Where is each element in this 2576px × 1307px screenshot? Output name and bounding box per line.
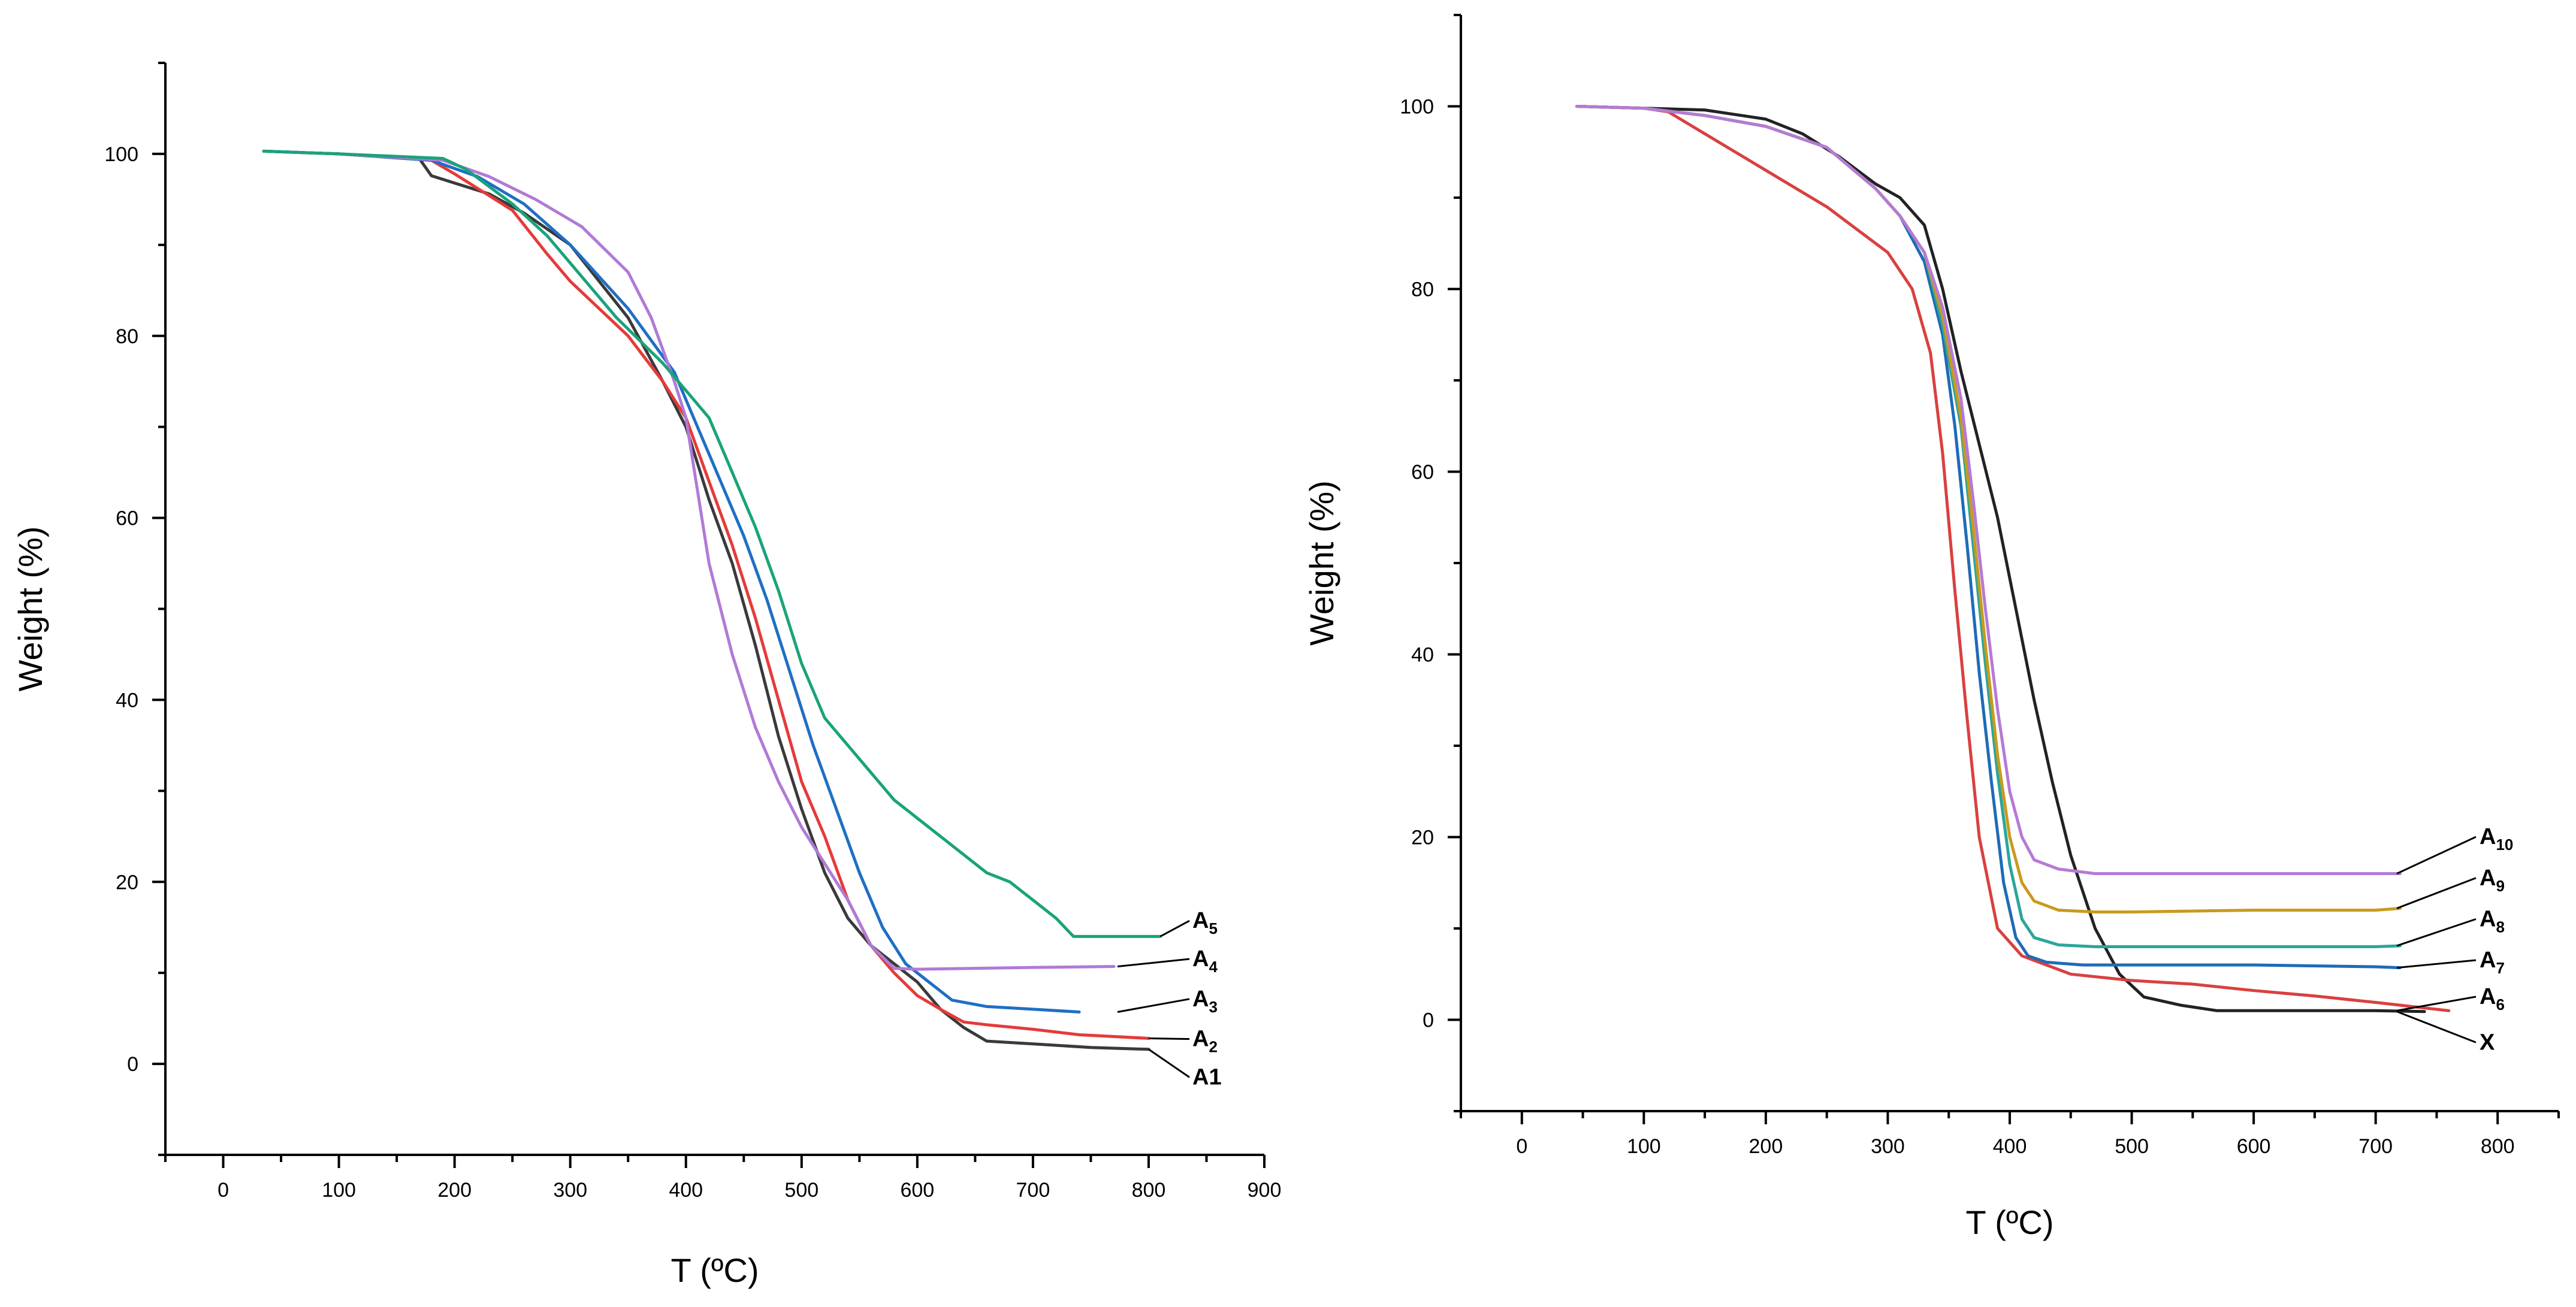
y-tick-label: 40 bbox=[1411, 644, 1434, 667]
series-label-a10: A10 bbox=[2480, 824, 2513, 854]
series-line-a5 bbox=[262, 149, 1162, 938]
y-tick-label: 100 bbox=[1400, 96, 1434, 119]
x-tick-label: 400 bbox=[1993, 1135, 2027, 1158]
series-label-subscript: 4 bbox=[1209, 958, 1218, 976]
series-line-a10 bbox=[1575, 105, 2402, 875]
y-tick-label: 60 bbox=[116, 507, 138, 530]
y-tick-label: 0 bbox=[127, 1053, 138, 1076]
series-label-subscript: 5 bbox=[1209, 919, 1217, 937]
y-tick-label: 20 bbox=[116, 871, 138, 894]
x-tick-label: 700 bbox=[2358, 1135, 2393, 1158]
series-label-a6: A6 bbox=[2480, 984, 2505, 1013]
label-leader-x bbox=[2396, 1010, 2477, 1043]
label-leader-a8 bbox=[2396, 918, 2477, 947]
series-label-a8: A8 bbox=[2480, 906, 2505, 936]
x-tick-label: 0 bbox=[1516, 1135, 1527, 1158]
x-tick-label: 200 bbox=[1749, 1135, 1783, 1158]
x-tick-label: 300 bbox=[553, 1179, 587, 1202]
label-leader-a3 bbox=[1117, 998, 1190, 1013]
left-tga-chart: 0 100 200 300 400 500 600 700 800 900 0 20 40 60 80 100… bbox=[11, 62, 1282, 1289]
series-group: A1 A2 A3 A4 A5 bbox=[262, 149, 1222, 1090]
x-tick-label: 200 bbox=[437, 1179, 472, 1202]
series-line-a7 bbox=[1575, 105, 2402, 970]
series-line-a4 bbox=[262, 149, 1116, 971]
series-line-a8 bbox=[1575, 105, 2402, 948]
series-label-subscript: 10 bbox=[2496, 836, 2513, 854]
series-line-a1 bbox=[262, 149, 1150, 1051]
label-leader-a1 bbox=[1148, 1048, 1190, 1078]
x-axis-title: T (ºC) bbox=[671, 1251, 759, 1289]
series-label-subscript: 3 bbox=[1209, 998, 1217, 1016]
x-tick-label: 900 bbox=[1248, 1179, 1282, 1202]
x-tick-label: 300 bbox=[1871, 1135, 1905, 1158]
x-tick-label: 500 bbox=[784, 1179, 819, 1202]
series-label-subscript: 6 bbox=[2496, 996, 2504, 1013]
series-label-subscript: 7 bbox=[2496, 959, 2504, 977]
y-tick-label: 40 bbox=[116, 689, 138, 712]
series-group: X A6 A7 A8 A9 A10 bbox=[1575, 105, 2513, 1055]
y-tick-label: 100 bbox=[104, 143, 138, 166]
series-line-a9 bbox=[1575, 105, 2402, 913]
x-tick-label: 700 bbox=[1016, 1179, 1050, 1202]
series-line-a2 bbox=[262, 149, 1150, 1040]
series-label-a5: A5 bbox=[1192, 908, 1218, 937]
series-label-subscript: 9 bbox=[2496, 877, 2504, 895]
x-axis-title: T (ºC) bbox=[1966, 1203, 2054, 1241]
y-axis-title: Weight (%) bbox=[11, 527, 49, 692]
x-tick-label: 100 bbox=[1627, 1135, 1661, 1158]
x-tick-label: 400 bbox=[669, 1179, 703, 1202]
axes: 0 100 200 300 400 500 600 700 800 0 20 40 60 80 100 T (… bbox=[1303, 14, 2560, 1241]
x-tick-label: 100 bbox=[322, 1179, 356, 1202]
series-label-a4: A4 bbox=[1192, 946, 1218, 976]
series-label-a1: A1 bbox=[1192, 1064, 1222, 1090]
x-tick-label: 600 bbox=[900, 1179, 934, 1202]
series-label-a9: A9 bbox=[2480, 866, 2505, 895]
label-leader-a4 bbox=[1117, 958, 1190, 968]
x-tick-label: 800 bbox=[1132, 1179, 1166, 1202]
y-tick-label: 20 bbox=[1411, 827, 1434, 849]
y-tick-label: 0 bbox=[1423, 1009, 1434, 1032]
x-tick-label: 600 bbox=[2237, 1135, 2271, 1158]
label-leader-a10 bbox=[2396, 836, 2477, 875]
x-tick-label: 0 bbox=[218, 1179, 229, 1202]
series-label-subscript: 8 bbox=[2496, 918, 2504, 936]
label-leader-a9 bbox=[2396, 877, 2477, 909]
y-tick-label: 80 bbox=[1411, 279, 1434, 301]
series-label-a2: A2 bbox=[1192, 1027, 1218, 1056]
x-tick-label: 800 bbox=[2481, 1135, 2515, 1158]
series-label-subscript: 2 bbox=[1209, 1038, 1217, 1056]
series-label-a3: A3 bbox=[1192, 987, 1218, 1016]
y-tick-label: 60 bbox=[1411, 461, 1434, 484]
y-axis-title: Weight (%) bbox=[1303, 480, 1340, 646]
axes: 0 100 200 300 400 500 600 700 800 900 0 20 40 60 80 100… bbox=[11, 62, 1282, 1289]
series-line-a3 bbox=[262, 149, 1081, 1013]
label-leader-a5 bbox=[1159, 919, 1190, 937]
y-tick-label: 80 bbox=[116, 325, 138, 348]
right-tga-chart: 0 100 200 300 400 500 600 700 800 0 20 40 60 80 100 T (… bbox=[1303, 14, 2560, 1241]
series-line-x bbox=[1575, 105, 2426, 1013]
series-line-a6 bbox=[1575, 105, 2451, 1012]
series-label-x: X bbox=[2480, 1030, 2495, 1055]
x-tick-label: 500 bbox=[2115, 1135, 2149, 1158]
series-label-a7: A7 bbox=[2480, 948, 2505, 977]
label-leader-a7 bbox=[2396, 959, 2477, 969]
label-leader-a6 bbox=[2396, 996, 2477, 1012]
